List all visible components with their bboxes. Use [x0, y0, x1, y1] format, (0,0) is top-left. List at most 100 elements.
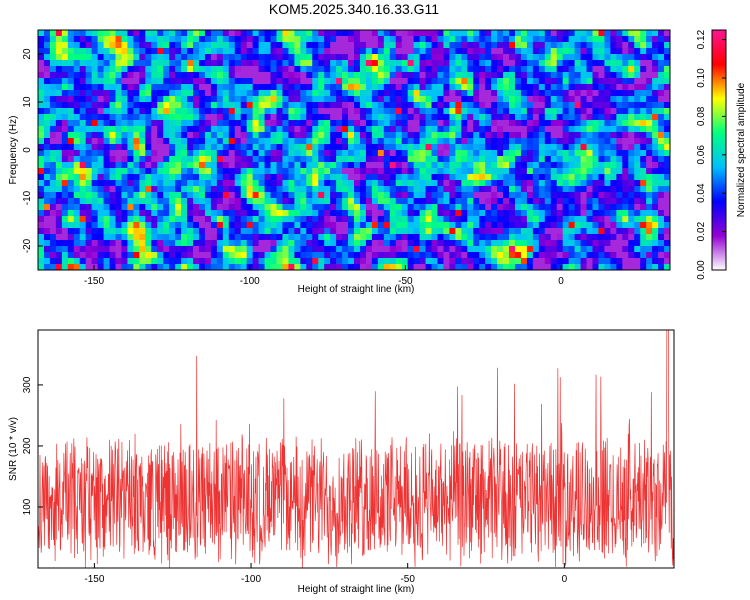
heatmap-cell [312, 84, 319, 91]
heatmap-cell [282, 210, 289, 217]
heatmap-cell [658, 132, 665, 139]
heatmap-cell [354, 234, 361, 241]
heatmap-cell [330, 168, 337, 175]
heatmap-cell [395, 66, 403, 73]
heatmap-cell [306, 228, 313, 235]
heatmap-cell [103, 102, 110, 109]
heatmap-cell [103, 126, 110, 133]
heatmap-cell [389, 174, 397, 181]
heatmap-cell [264, 84, 271, 91]
heatmap-cell [216, 132, 224, 139]
heatmap-cell [228, 174, 236, 181]
heatmap-cell [157, 132, 164, 139]
heatmap-cell [401, 174, 409, 181]
heatmap-cell [437, 192, 444, 199]
heatmap-cell [616, 186, 623, 193]
heatmap-cell [55, 30, 63, 37]
heatmap-cell [640, 168, 647, 175]
heatmap-cell [276, 198, 283, 205]
heatmap-cell [288, 228, 295, 235]
heatmap-cell [485, 126, 492, 133]
heatmap-cell [616, 204, 623, 211]
heatmap-cell [270, 252, 277, 259]
heatmap-cell [610, 240, 617, 247]
heatmap-cell [216, 126, 224, 133]
heatmap-cell [187, 186, 194, 193]
heatmap-cell [300, 162, 307, 169]
heatmap-cell [336, 204, 343, 211]
heatmap-cell [121, 186, 128, 193]
heatmap-cell [473, 180, 480, 187]
heatmap-cell [187, 54, 194, 61]
heatmap-cell [497, 102, 504, 109]
heatmap-cell [497, 228, 504, 235]
heatmap-cell [383, 138, 391, 145]
heatmap-cell [55, 222, 63, 229]
heatmap-cell [169, 216, 176, 223]
heatmap-cell [365, 246, 373, 253]
heatmap-cell [228, 234, 236, 241]
heatmap-cell [97, 60, 104, 67]
heatmap-cell [419, 192, 426, 199]
heatmap-cell [354, 132, 361, 139]
heatmap-cell [330, 102, 337, 109]
heatmap-cell [431, 168, 438, 175]
heatmap-cell [437, 180, 444, 187]
heatmap-cell [133, 174, 140, 181]
heatmap-cell [324, 264, 331, 270]
heatmap-cell [252, 168, 259, 175]
heatmap-cell [562, 216, 570, 223]
heatmap-cell [91, 90, 99, 97]
heatmap-cell [133, 216, 140, 223]
heatmap-cell [181, 108, 188, 115]
heatmap-cell [622, 132, 629, 139]
heatmap-cell [97, 198, 104, 205]
heatmap-cell [282, 204, 289, 211]
heatmap-cell [264, 252, 271, 259]
heatmap-cell [342, 60, 349, 67]
heatmap-cell [514, 84, 522, 91]
heatmap-cell [252, 192, 259, 199]
heatmap-cell [491, 126, 498, 133]
heatmap-cell [652, 84, 659, 91]
heatmap-cell [586, 192, 593, 199]
heatmap-cell [586, 216, 593, 223]
heatmap-cell [634, 138, 641, 145]
heatmap-cell [389, 72, 397, 79]
heatmap-cell [294, 138, 301, 145]
heatmap-cell [467, 114, 474, 121]
heatmap-cell [270, 222, 277, 229]
heatmap-cell [425, 210, 432, 217]
heatmap-cell [133, 78, 140, 85]
heatmap-cell [503, 246, 510, 253]
heatmap-cell [139, 186, 146, 193]
heatmap-cell [497, 72, 504, 79]
heatmap-cell [365, 96, 373, 103]
heatmap-cell [252, 90, 259, 97]
heatmap-cell [169, 108, 176, 115]
heatmap-cell [342, 120, 349, 127]
heatmap-cell [532, 180, 540, 187]
heatmap-cell [371, 222, 379, 229]
heatmap-cell [538, 54, 546, 61]
heatmap-cell [461, 78, 468, 85]
heatmap-cell [330, 48, 337, 55]
heatmap-cell [365, 114, 373, 121]
heatmap-cell [634, 186, 641, 193]
heatmap-cell [38, 30, 45, 37]
heatmap-cell [187, 198, 194, 205]
heatmap-cell [592, 240, 599, 247]
heatmap-cell [133, 90, 140, 97]
heatmap-cell [312, 156, 319, 163]
heatmap-cell [127, 222, 134, 229]
heatmap-cell [240, 102, 248, 109]
heatmap-cell [49, 90, 57, 97]
heatmap-cell [640, 144, 647, 151]
heatmap-cell [461, 60, 468, 67]
heatmap-cell [532, 48, 540, 55]
heatmap-cell [503, 198, 510, 205]
heatmap-cell [246, 204, 254, 211]
heatmap-cell [145, 96, 152, 103]
heatmap-cell [306, 168, 313, 175]
heatmap-cell [115, 78, 122, 85]
